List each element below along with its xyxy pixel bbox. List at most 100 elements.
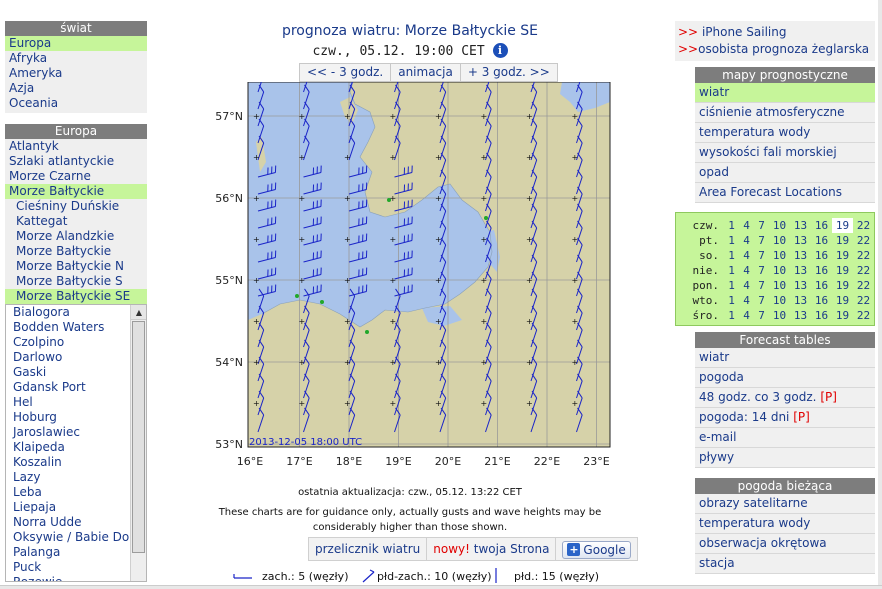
calendar-hour-link[interactable]: 16 [814,234,829,247]
calendar-hour-link[interactable]: 16 [814,249,829,262]
location-item[interactable]: Puck [13,560,42,574]
location-item[interactable]: Oksywie / Babie Doly [13,530,131,544]
location-item[interactable]: Lazy [13,470,41,484]
calendar-hour-link[interactable]: 7 [758,279,765,292]
location-item[interactable]: Hoburg [13,410,57,424]
europe-item[interactable]: Morze Czarne [9,169,91,183]
location-item[interactable]: Hel [13,395,33,409]
world-item[interactable]: Ameryka [9,66,63,80]
europe-item[interactable]: Morze Bałtyckie [5,184,147,199]
europe-item[interactable]: Cieśniny Duńskie [16,199,120,213]
personal-forecast-link[interactable]: >>osobista prognoza żeglarska [675,41,875,58]
europe-item[interactable]: Atlantyk [9,139,59,153]
calendar-hour-link[interactable]: 22 [856,294,871,307]
forecast-map-item[interactable]: Area Forecast Locations [695,183,875,203]
world-item[interactable]: Azja [9,81,35,95]
location-item[interactable]: Klaipeda [13,440,65,454]
calendar-hour-link[interactable]: 1 [728,219,735,232]
location-item[interactable]: Gaski [13,365,47,379]
calendar-hour-link[interactable]: 4 [743,294,750,307]
calendar-hour-link[interactable]: 22 [856,309,871,322]
location-list-scrollbar[interactable]: ▲ [130,305,146,581]
calendar-hour-link[interactable]: 7 [758,309,765,322]
calendar-hour-link[interactable]: 19 [835,249,850,262]
calendar-hour-link[interactable]: 1 [728,279,735,292]
forecast-table-item[interactable]: e-mail [695,428,875,448]
calendar-hour-link[interactable]: 10 [772,309,787,322]
animation-button[interactable]: animacja [391,64,461,81]
europe-item[interactable]: Szlaki atlantyckie [9,154,115,168]
calendar-hour-link[interactable]: 19 [835,264,850,277]
europe-item[interactable]: Kattegat [16,214,68,228]
forecast-map-item[interactable]: wiatr [695,83,875,103]
calendar-hour-link[interactable]: 22 [856,249,871,262]
location-item[interactable]: Palanga [13,545,61,559]
calendar-hour-link[interactable]: 10 [772,279,787,292]
forecast-table-item[interactable]: pogoda [695,368,875,388]
forecast-table-item[interactable]: wiatr [695,348,875,368]
calendar-hour-link[interactable]: 16 [814,279,829,292]
calendar-hour-link[interactable]: 7 [758,234,765,247]
info-icon[interactable]: i [492,43,508,58]
calendar-hour-link[interactable]: 13 [793,219,808,232]
location-item[interactable]: Jaroslawiec [13,425,80,439]
calendar-hour-link[interactable]: 13 [793,234,808,247]
calendar-hour-link[interactable]: 10 [772,264,787,277]
calendar-hour-link[interactable]: 13 [793,309,808,322]
scrollbar-thumb[interactable] [132,321,145,553]
calendar-hour-link[interactable]: 13 [793,294,808,307]
calendar-hour-link[interactable]: 22 [856,234,871,247]
calendar-hour-link[interactable]: 13 [793,279,808,292]
europe-item[interactable]: Morze Bałtyckie N [16,259,124,273]
forecast-map-item[interactable]: wysokości fali morskiej [695,143,875,163]
calendar-hour-link[interactable]: 16 [814,264,829,277]
location-item[interactable]: Czolpino [13,335,65,349]
forecast-table-item[interactable]: 48 godz. co 3 godz. [P] [695,388,875,408]
current-weather-item[interactable]: obrazy satelitarne [695,494,875,514]
current-weather-item[interactable]: obserwacja okrętowa [695,534,875,554]
calendar-hour-link[interactable]: 7 [758,264,765,277]
calendar-hour-link[interactable]: 19 [835,294,850,307]
location-item[interactable]: Norra Udde [13,515,82,529]
world-item[interactable]: Afryka [9,51,48,65]
calendar-hour-link[interactable]: 16 [814,309,829,322]
calendar-hour-link[interactable]: 13 [793,249,808,262]
current-weather-item[interactable]: temperatura wody [695,514,875,534]
location-item[interactable]: Rozewie [13,575,63,582]
calendar-hour-link[interactable]: 10 [772,219,787,232]
europe-item[interactable]: Morze Bałtyckie [16,244,112,258]
calendar-hour-link[interactable]: 7 [758,294,765,307]
location-list[interactable]: Bialogora Bodden Waters Czolpino Darlowo Gas… [5,304,147,582]
calendar-hour-link[interactable]: 4 [743,219,750,232]
calendar-hour-link[interactable]: 10 [772,234,787,247]
calendar-hour-link[interactable]: 4 [743,234,750,247]
add-to-google-button[interactable]: + Google [562,540,631,559]
calendar-hour-link[interactable]: 1 [728,294,735,307]
calendar-hour-link[interactable]: 16 [814,219,829,232]
calendar-hour-link[interactable]: 10 [772,249,787,262]
europe-item[interactable]: Morze Bałtyckie SE [5,289,147,304]
forecast-table-item[interactable]: pływy [695,448,875,468]
calendar-hour-link[interactable]: 4 [743,279,750,292]
location-item[interactable]: Koszalin [13,455,62,469]
forecast-map-item[interactable]: temperatura wody [695,123,875,143]
calendar-hour-link[interactable]: 19 [835,234,850,247]
location-item[interactable]: Leba [13,485,42,499]
calendar-hour-link[interactable]: 19 [835,309,850,322]
calendar-hour-link[interactable]: 1 [728,309,735,322]
calendar-hour-link[interactable]: 1 [728,264,735,277]
europe-item[interactable]: Morze Bałtyckie S [16,274,123,288]
calendar-hour-link[interactable]: 7 [758,219,765,232]
calendar-hour-link[interactable]: 4 [743,249,750,262]
your-page-link[interactable]: nowy! twoja Strona [427,538,557,560]
forecast-map-item[interactable]: ciśnienie atmosferyczne [695,103,875,123]
calendar-hour-link[interactable]: 19 [835,279,850,292]
forecast-table-item[interactable]: pogoda: 14 dni [P] [695,408,875,428]
current-weather-item[interactable]: stacja [695,554,875,574]
calendar-hour-link[interactable]: 4 [743,309,750,322]
calendar-hour-link[interactable]: 22 [856,219,871,232]
iphone-sailing-link[interactable]: >> iPhone Sailing [675,24,875,41]
calendar-hour-link[interactable]: 22 [856,279,871,292]
location-item[interactable]: Liepaja [13,500,57,514]
location-item[interactable]: Bodden Waters [13,320,105,334]
